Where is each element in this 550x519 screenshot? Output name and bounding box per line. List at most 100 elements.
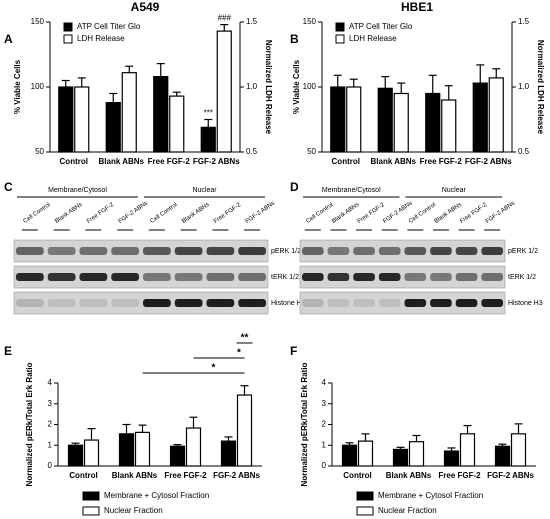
y-axis-label: Normalized pERk/Total Erk Ratio bbox=[300, 362, 309, 486]
bar bbox=[494, 445, 511, 467]
panel-label: E bbox=[4, 344, 12, 358]
blot-band bbox=[143, 247, 171, 255]
blot-band bbox=[327, 273, 350, 281]
blot-band bbox=[238, 273, 266, 281]
bar bbox=[488, 77, 504, 153]
band-label: tERK 1/2 bbox=[271, 274, 299, 281]
y-axis-label: Normalized pERk/Total Erk Ratio bbox=[25, 362, 34, 486]
band-label: pERK 1/2 bbox=[508, 248, 538, 255]
y-tick-label: 0 bbox=[48, 461, 53, 470]
blot-band bbox=[430, 299, 452, 307]
x-tick-label: Free FGF-2 bbox=[148, 157, 191, 166]
band-label: Histone H3 bbox=[271, 300, 306, 307]
panel-label: D bbox=[290, 180, 299, 194]
x-tick-label: Free FGF-2 bbox=[420, 157, 463, 166]
bar bbox=[472, 82, 488, 153]
y-tick-label: 3 bbox=[322, 399, 327, 408]
lane-label: Free FGF-2 bbox=[357, 202, 387, 225]
legend-swatch bbox=[356, 506, 374, 516]
x-tick-label: Blank ABNs bbox=[112, 471, 158, 480]
lane-label: Blank ABNs bbox=[331, 202, 360, 225]
legend-swatch bbox=[335, 22, 345, 32]
blot-band bbox=[404, 247, 427, 255]
group-label: Membrane/Cytosol bbox=[48, 187, 107, 194]
legend-swatch bbox=[335, 34, 345, 44]
blot-background bbox=[299, 239, 506, 263]
bar bbox=[330, 86, 346, 153]
blot-band bbox=[79, 273, 108, 281]
annotation: *** bbox=[204, 109, 213, 118]
legend-label: LDH Release bbox=[77, 34, 125, 43]
bar bbox=[220, 440, 237, 467]
blot-band bbox=[174, 247, 203, 255]
y2-tick-label: 0.5 bbox=[518, 147, 530, 156]
blot-band bbox=[47, 299, 76, 307]
legend-label: ATP Cell Titer Glo bbox=[77, 22, 141, 31]
y-tick-label: 2 bbox=[322, 420, 327, 429]
blot-band bbox=[143, 299, 171, 307]
blot-band bbox=[302, 247, 324, 255]
blot-band bbox=[378, 299, 401, 307]
blot-band bbox=[111, 247, 139, 255]
y2-tick-label: 1.0 bbox=[518, 82, 530, 91]
y-tick-label: 150 bbox=[303, 17, 317, 26]
y-tick-label: 100 bbox=[31, 82, 45, 91]
blot-band bbox=[16, 273, 44, 281]
x-tick-label: Control bbox=[69, 471, 97, 480]
blot-band bbox=[404, 299, 427, 307]
y-tick-label: 100 bbox=[303, 82, 317, 91]
bar bbox=[216, 30, 232, 153]
blot-band bbox=[47, 247, 76, 255]
x-tick-label: FGF-2 ABNs bbox=[487, 471, 534, 480]
bar bbox=[459, 433, 476, 467]
panel-label: C bbox=[4, 180, 13, 194]
y-tick-label: 1 bbox=[322, 440, 327, 449]
y-tick-label: 50 bbox=[307, 147, 316, 156]
lane-label: Free FGF-2 bbox=[213, 202, 243, 225]
x-tick-label: FGF-2 ABNs bbox=[213, 471, 260, 480]
blot-band bbox=[206, 273, 235, 281]
bar bbox=[510, 433, 527, 467]
blot-band bbox=[455, 299, 478, 307]
chart-title: A549 bbox=[131, 0, 160, 14]
blot-band bbox=[353, 299, 375, 307]
lane-label: Free FGF-2 bbox=[86, 202, 116, 225]
y2-tick-label: 1.5 bbox=[518, 17, 530, 26]
y-tick-label: 4 bbox=[48, 378, 53, 387]
y2-axis-label: Normalized LDH Release bbox=[536, 40, 545, 135]
lane-label: FGF-2 ABNs bbox=[118, 201, 149, 225]
lane-label: FGF-2 ABNs bbox=[245, 201, 276, 225]
y-tick-label: 150 bbox=[31, 17, 45, 26]
y2-axis-label: Normalized LDH Release bbox=[264, 40, 273, 135]
blot-band bbox=[238, 299, 266, 307]
lane-label: Free FGF-2 bbox=[459, 202, 489, 225]
bar bbox=[200, 126, 216, 153]
y-tick-label: 3 bbox=[48, 399, 53, 408]
x-tick-label: Control bbox=[60, 157, 88, 166]
blot-band bbox=[455, 247, 478, 255]
legend-label: Membrane + Cytosol Fraction bbox=[104, 491, 209, 500]
bar bbox=[441, 99, 457, 153]
blot-band bbox=[47, 273, 76, 281]
x-tick-label: Control bbox=[343, 471, 371, 480]
legend-swatch bbox=[63, 22, 73, 32]
legend-label: Nuclear Fraction bbox=[378, 506, 437, 515]
panel-label: A bbox=[4, 32, 13, 46]
significance-label: * bbox=[237, 348, 241, 359]
legend-swatch bbox=[82, 491, 100, 501]
bar bbox=[118, 433, 135, 467]
panel-label: B bbox=[290, 32, 299, 46]
group-label: Nuclear bbox=[192, 187, 217, 194]
legend-label: Membrane + Cytosol Fraction bbox=[378, 491, 483, 500]
x-tick-label: Blank ABNs bbox=[371, 157, 417, 166]
legend-swatch bbox=[82, 506, 100, 516]
y-tick-label: 4 bbox=[322, 378, 327, 387]
blot-band bbox=[481, 273, 503, 281]
group-label: Nuclear bbox=[442, 187, 467, 194]
lane-label: Blank ABNs bbox=[434, 202, 463, 225]
legend-label: Nuclear Fraction bbox=[104, 506, 163, 515]
lane-label: Cell Control bbox=[22, 202, 51, 225]
y-tick-label: 2 bbox=[48, 420, 53, 429]
x-tick-label: Free FGF-2 bbox=[164, 471, 207, 480]
legend-swatch bbox=[356, 491, 374, 501]
